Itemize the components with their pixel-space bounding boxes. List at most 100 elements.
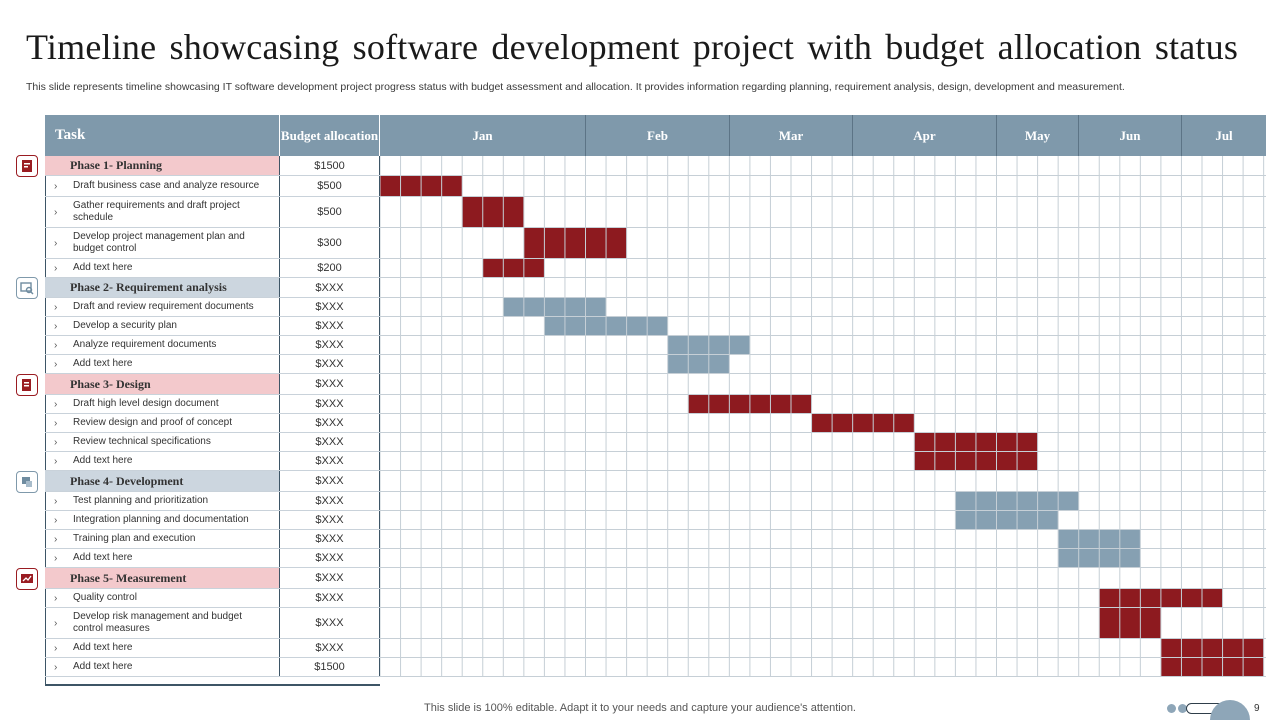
header-month-apr: Apr (853, 115, 997, 156)
footer-note: This slide is 100% editable. Adapt it to… (424, 702, 856, 714)
task-row: › Analyze requirement documents $XXX (45, 336, 380, 355)
gantt-table: Task Budget allocation Jan Feb Mar Apr May Ju… (45, 115, 1266, 686)
task-name: › Add text here (45, 259, 280, 277)
task-name: › Develop risk management and budget cont… (45, 608, 280, 638)
header-month-may: May (997, 115, 1079, 156)
chevron-right-icon: › (54, 180, 58, 192)
task-label: Draft high level design document (73, 397, 219, 409)
budget-value: $XXX (280, 278, 380, 297)
task-row: › Integration planning and documentation $… (45, 511, 380, 530)
task-row: › Draft and review requirement documents $… (45, 298, 380, 317)
task-name: › Add text here (45, 658, 280, 676)
budget-value: $1500 (280, 658, 380, 676)
phase-name: Phase 4- Development (45, 471, 280, 491)
task-label: Add text here (73, 641, 133, 653)
task-label: Review technical specifications (73, 435, 211, 447)
budget-value: $XXX (280, 355, 380, 373)
header-month-mar: Mar (730, 115, 853, 156)
slide-subtitle: This slide represents timeline showcasin… (26, 81, 1125, 93)
budget-value: $XXX (280, 374, 380, 394)
chevron-right-icon: › (54, 661, 58, 673)
budget-value: $300 (280, 228, 380, 258)
task-row: › Test planning and prioritization $XXX (45, 492, 380, 511)
timeline-bar (811, 414, 915, 433)
timeline-bar (1099, 608, 1161, 639)
development-icon (16, 470, 38, 493)
budget-value: $200 (280, 259, 380, 277)
phase-row: Phase 5- Measurement $XXX (45, 568, 380, 589)
task-row: › Quality control $XXX (45, 589, 380, 608)
task-row: › Develop risk management and budget cont… (45, 608, 380, 639)
budget-value: $XXX (280, 433, 380, 451)
task-name: › Add text here (45, 355, 280, 373)
requirement-analysis-icon (16, 277, 38, 299)
chevron-right-icon: › (54, 237, 58, 249)
task-row: › Training plan and execution $XXX (45, 530, 380, 549)
table-left-border (45, 156, 46, 686)
task-label: Gather requirements and draft project sc… (73, 199, 240, 224)
task-label: Draft business case and analyze resource (73, 179, 260, 191)
budget-value: $XXX (280, 549, 380, 567)
header-month-feb: Feb (586, 115, 730, 156)
planning-icon (16, 155, 38, 177)
decor-dot (1178, 704, 1187, 713)
task-row: › Review technical specifications $XXX (45, 433, 380, 452)
table-bottom-border (45, 684, 380, 686)
task-name: › Draft and review requirement documents (45, 298, 280, 316)
timeline-grid (380, 156, 1266, 677)
budget-value: $XXX (280, 317, 380, 335)
budget-value: $XXX (280, 511, 380, 529)
chevron-right-icon: › (54, 436, 58, 448)
chevron-right-icon: › (54, 320, 58, 332)
task-name: › Draft business case and analyze resourc… (45, 176, 280, 196)
phase-label: Phase 5- Measurement (70, 570, 187, 585)
task-label: Analyze requirement documents (73, 338, 217, 350)
chevron-right-icon: › (54, 533, 58, 545)
budget-value: $XXX (280, 336, 380, 354)
task-label: Develop project management plan and budg… (73, 230, 245, 255)
phase-name: Phase 1- Planning (45, 156, 280, 175)
header-month-jun: Jun (1079, 115, 1182, 156)
task-label: Test planning and prioritization (73, 494, 209, 506)
task-row: › Add text here $XXX (45, 452, 380, 471)
task-name: › Add text here (45, 549, 280, 567)
budget-value: $XXX (280, 639, 380, 657)
timeline-bar (462, 197, 524, 228)
chevron-right-icon: › (54, 455, 58, 467)
chevron-right-icon: › (54, 642, 58, 654)
task-row: › Add text here $XXX (45, 639, 380, 658)
header-task: Task (45, 115, 280, 156)
budget-value: $XXX (280, 414, 380, 432)
header-budget: Budget allocation (280, 115, 380, 156)
phase-label: Phase 2- Requirement analysis (70, 280, 227, 295)
phase-label: Phase 4- Development (70, 473, 184, 488)
chevron-right-icon: › (54, 552, 58, 564)
task-name: › Integration planning and documentation (45, 511, 280, 529)
budget-value: $XXX (280, 530, 380, 548)
chevron-right-icon: › (54, 262, 58, 274)
task-label: Develop a security plan (73, 319, 177, 331)
task-row: › Draft business case and analyze resourc… (45, 176, 380, 197)
task-label: Add text here (73, 551, 133, 563)
chevron-right-icon: › (54, 417, 58, 429)
task-label: Training plan and execution (73, 532, 196, 544)
budget-value: $XXX (280, 452, 380, 470)
phase-row: Phase 4- Development $XXX (45, 471, 380, 492)
task-label: Add text here (73, 454, 133, 466)
task-name: › Analyze requirement documents (45, 336, 280, 354)
task-row: › Develop project management plan and bud… (45, 228, 380, 259)
task-row: › Add text here $XXX (45, 549, 380, 568)
task-name: › Review technical specifications (45, 433, 280, 451)
task-name: › Develop project management plan and bud… (45, 228, 280, 258)
phase-row: Phase 3- Design $XXX (45, 374, 380, 395)
phase-label: Phase 3- Design (70, 376, 151, 391)
timeline-bar (955, 511, 1059, 530)
phase-row: Phase 1- Planning $1500 (45, 156, 380, 176)
task-name: › Add text here (45, 639, 280, 657)
task-name: › Training plan and execution (45, 530, 280, 548)
task-name: › Draft high level design document (45, 395, 280, 413)
chevron-right-icon: › (54, 206, 58, 218)
task-label: Add text here (73, 660, 133, 672)
timeline-bar (523, 228, 627, 259)
task-name: › Develop a security plan (45, 317, 280, 335)
